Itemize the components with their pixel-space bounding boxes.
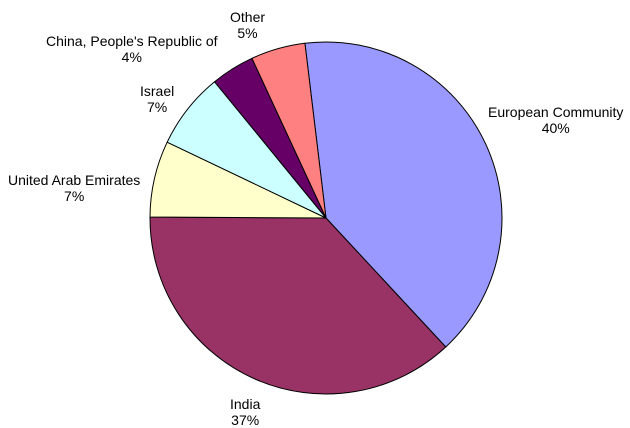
slice-name: Israel [140,83,175,99]
slice-value: 7% [64,188,85,204]
slice-value: 40% [541,120,570,136]
pie-slices [149,41,503,395]
slice-label-china: China, People's Republic of 4% [46,33,218,65]
slice-value: 37% [231,412,260,428]
slice-label-other: Other 5% [230,9,265,41]
pie-slice-european-community [304,41,503,348]
slice-value: 5% [237,25,258,41]
pie-slice-other [251,42,327,219]
slice-label-european-community: European Community 40% [488,104,623,136]
slice-name: China, People's Republic of [46,33,218,49]
slice-name: European Community [488,104,624,120]
pie-slice-india [149,216,447,395]
slice-label-israel: Israel 7% [140,83,174,115]
slice-value: 4% [121,49,142,65]
slice-name: Other [230,9,266,25]
slice-name: India [230,396,261,412]
slice-label-united-arab-emirates: United Arab Emirates 7% [8,172,140,204]
slice-value: 7% [147,99,168,115]
slice-name: United Arab Emirates [8,172,141,188]
slice-label-india: India 37% [230,396,260,428]
